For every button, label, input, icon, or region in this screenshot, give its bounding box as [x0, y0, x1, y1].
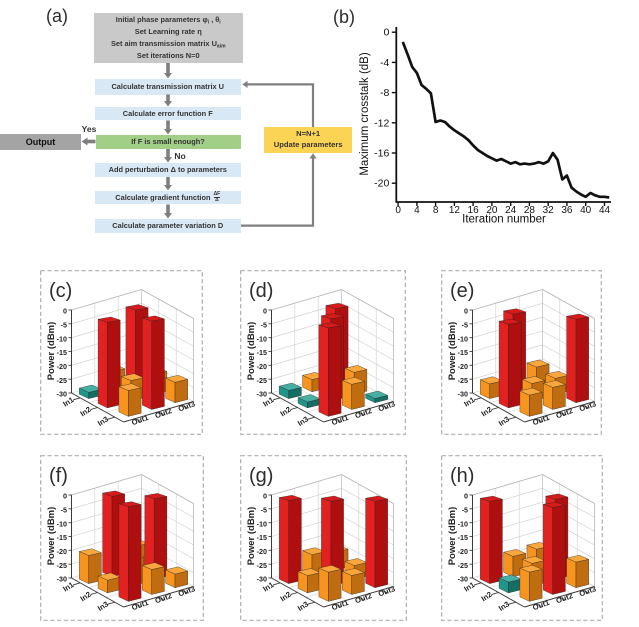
svg-text:In3: In3 [497, 599, 511, 613]
svg-text:-10: -10 [458, 334, 468, 343]
svg-text:0: 0 [63, 307, 67, 316]
svg-text:-30: -30 [57, 575, 67, 584]
svg-text:-12: -12 [374, 117, 389, 129]
svg-text:(e): (e) [450, 280, 474, 302]
svg-text:-8: -8 [380, 87, 389, 99]
svg-text:-5: -5 [462, 505, 468, 514]
svg-text:Power (dBm): Power (dBm) [447, 322, 458, 381]
svg-text:-25: -25 [257, 376, 267, 385]
svg-text:-10: -10 [257, 519, 267, 528]
svg-text:-30: -30 [458, 390, 468, 399]
svg-text:-5: -5 [61, 505, 67, 514]
svg-text:-15: -15 [257, 533, 267, 542]
svg-text:Power (dBm): Power (dBm) [447, 507, 458, 566]
svg-text:-16: -16 [374, 148, 389, 160]
svg-text:In2: In2 [79, 590, 93, 604]
svg-text:-20: -20 [57, 362, 67, 371]
svg-text:-20: -20 [257, 362, 267, 371]
svg-text:(g): (g) [249, 465, 273, 487]
svg-text:-15: -15 [458, 348, 468, 357]
svg-text:-10: -10 [57, 334, 67, 343]
svg-text:In3: In3 [296, 599, 310, 613]
svg-text:Power (dBm): Power (dBm) [246, 507, 257, 566]
svg-text:16: 16 [468, 205, 480, 216]
svg-text:8: 8 [433, 205, 439, 216]
svg-text:In3: In3 [497, 414, 511, 428]
svg-text:-25: -25 [57, 561, 67, 570]
svg-text:(d): (d) [249, 280, 273, 302]
svg-text:36: 36 [561, 205, 573, 216]
svg-text:-15: -15 [57, 348, 67, 357]
svg-text:-10: -10 [257, 334, 267, 343]
svg-text:-10: -10 [57, 519, 67, 528]
svg-text:In2: In2 [480, 405, 494, 419]
svg-text:20: 20 [486, 205, 498, 216]
svg-text:In3: In3 [296, 414, 310, 428]
svg-text:Power (dBm): Power (dBm) [246, 322, 257, 381]
svg-text:0: 0 [263, 492, 267, 501]
svg-text:0: 0 [395, 205, 401, 216]
svg-text:-20: -20 [374, 178, 389, 190]
svg-text:-30: -30 [257, 390, 267, 399]
svg-text:24: 24 [505, 205, 517, 216]
svg-text:-20: -20 [458, 362, 468, 371]
svg-text:In2: In2 [79, 405, 93, 419]
svg-text:-25: -25 [57, 376, 67, 385]
svg-text:Power (dBm): Power (dBm) [46, 322, 57, 381]
svg-text:-5: -5 [61, 320, 67, 329]
svg-text:In2: In2 [279, 405, 293, 419]
svg-text:(h): (h) [450, 465, 474, 487]
svg-text:-30: -30 [57, 390, 67, 399]
svg-text:(f): (f) [49, 465, 68, 487]
svg-text:-30: -30 [458, 575, 468, 584]
svg-text:-20: -20 [458, 547, 468, 556]
svg-text:0: 0 [263, 307, 267, 316]
svg-text:28: 28 [524, 205, 536, 216]
svg-text:Maximum crosstalk (dB): Maximum crosstalk (dB) [359, 52, 371, 175]
svg-text:-20: -20 [257, 547, 267, 556]
svg-text:-5: -5 [261, 320, 267, 329]
svg-text:0: 0 [464, 492, 468, 501]
svg-text:12: 12 [449, 205, 461, 216]
svg-text:-4: -4 [380, 57, 389, 69]
svg-text:-10: -10 [458, 519, 468, 528]
svg-text:-15: -15 [458, 533, 468, 542]
svg-text:-30: -30 [257, 575, 267, 584]
svg-text:Iteration number: Iteration number [462, 214, 546, 226]
svg-text:-15: -15 [257, 348, 267, 357]
svg-text:0: 0 [63, 492, 67, 501]
svg-text:In3: In3 [96, 414, 110, 428]
svg-text:4: 4 [414, 205, 420, 216]
svg-text:-5: -5 [462, 320, 468, 329]
svg-text:-15: -15 [57, 533, 67, 542]
svg-text:-5: -5 [261, 505, 267, 514]
svg-text:Power (dBm): Power (dBm) [46, 507, 57, 566]
svg-text:40: 40 [580, 205, 592, 216]
svg-text:32: 32 [543, 205, 555, 216]
svg-text:In3: In3 [96, 599, 110, 613]
svg-text:(c): (c) [49, 280, 72, 302]
svg-text:In2: In2 [480, 590, 494, 604]
svg-text:-25: -25 [458, 561, 468, 570]
svg-text:0: 0 [383, 27, 389, 39]
svg-text:0: 0 [464, 307, 468, 316]
svg-text:-20: -20 [57, 547, 67, 556]
svg-text:44: 44 [599, 205, 611, 216]
svg-text:-25: -25 [257, 561, 267, 570]
svg-text:In2: In2 [279, 590, 293, 604]
svg-text:-25: -25 [458, 376, 468, 385]
